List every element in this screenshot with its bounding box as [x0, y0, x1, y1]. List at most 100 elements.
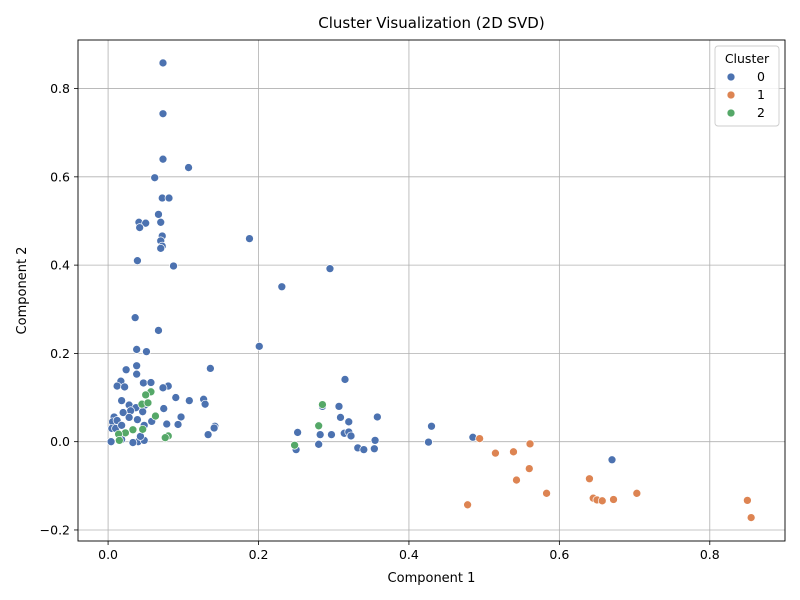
grid-lines: [78, 40, 785, 541]
data-point: [334, 402, 344, 411]
data-point: [124, 413, 134, 422]
data-point: [336, 413, 345, 422]
data-point: [254, 341, 264, 351]
x-tick-label: 0.2: [249, 547, 269, 562]
data-point: [150, 173, 160, 183]
data-point: [277, 282, 287, 292]
data-point: [327, 430, 336, 439]
data-point: [245, 234, 254, 243]
data-point: [372, 412, 382, 422]
data-point: [120, 382, 129, 392]
data-point: [138, 424, 148, 434]
data-point: [115, 436, 124, 445]
data-point: [325, 264, 335, 274]
data-point: [121, 365, 131, 375]
legend-title: Cluster: [725, 51, 770, 66]
data-point: [203, 430, 213, 439]
data-point: [173, 420, 183, 429]
legend-box: [714, 45, 780, 127]
data-point: [158, 154, 168, 164]
data-point: [164, 193, 174, 203]
data-point: [171, 393, 181, 402]
data-point: [132, 369, 142, 379]
x-axis-ticks: 0.0 0.2 0.4 0.6 0.8: [98, 541, 720, 562]
data-point: [156, 243, 166, 253]
data-point: [427, 421, 436, 431]
y-tick-label: 0.0: [50, 434, 70, 449]
data-point: [141, 390, 151, 400]
data-point: [151, 411, 160, 421]
data-point: [209, 423, 219, 433]
data-point: [206, 364, 215, 373]
legend-label-0: 0: [757, 69, 765, 84]
legend-marker-0: [726, 72, 736, 82]
data-point: [359, 445, 369, 454]
data-point: [130, 313, 140, 322]
data-point: [128, 438, 138, 447]
data-point: [315, 430, 325, 439]
data-point: [609, 495, 618, 504]
data-point: [143, 398, 153, 408]
data-point: [369, 444, 379, 454]
legend-marker-1: [726, 90, 736, 100]
data-point: [169, 261, 178, 271]
data-point: [293, 428, 302, 437]
data-point: [160, 433, 170, 443]
data-point: [463, 500, 472, 510]
series-0-points: [106, 58, 617, 465]
data-point: [346, 431, 356, 441]
y-tick-label: −0.2: [40, 522, 70, 537]
data-point: [142, 347, 151, 356]
data-point: [146, 378, 156, 387]
x-tick-label: 0.8: [700, 547, 720, 562]
data-point: [159, 404, 169, 413]
y-tick-label: 0.6: [50, 169, 70, 184]
data-point: [743, 496, 752, 505]
data-point: [128, 425, 138, 435]
data-point: [132, 361, 142, 371]
x-tick-label: 0.4: [399, 547, 419, 562]
data-point: [141, 218, 151, 228]
data-point: [475, 434, 484, 443]
data-point: [132, 345, 142, 354]
legend-marker-2: [726, 108, 736, 118]
data-point: [158, 58, 168, 68]
x-tick-label: 0.0: [98, 547, 118, 562]
x-axis-label: Component 1: [388, 571, 476, 586]
data-point: [154, 326, 163, 335]
y-tick-label: 0.8: [50, 81, 70, 96]
data-point: [632, 488, 642, 498]
data-point: [314, 439, 324, 449]
data-point: [154, 210, 163, 219]
data-point: [509, 447, 518, 457]
data-point: [184, 163, 193, 172]
y-axis-ticks: −0.2 0.0 0.2 0.4 0.6 0.8: [40, 81, 78, 537]
data-point: [524, 464, 534, 473]
data-point: [117, 396, 126, 405]
data-point: [200, 399, 210, 409]
chart-title: Cluster Visualization (2D SVD): [318, 14, 544, 32]
y-tick-label: 0.4: [50, 258, 70, 273]
data-point: [156, 217, 166, 227]
data-point: [314, 421, 324, 431]
data-point: [597, 496, 607, 506]
data-point: [318, 400, 327, 409]
data-point: [424, 437, 433, 447]
data-point: [585, 474, 594, 484]
legend: Cluster 0 1 2: [714, 45, 780, 127]
data-point: [106, 437, 116, 447]
data-point: [491, 448, 500, 458]
axes-frame: [77, 39, 786, 542]
data-point: [138, 407, 148, 417]
data-point: [176, 412, 186, 422]
y-axis-label: Component 2: [15, 247, 30, 335]
data-point: [290, 440, 299, 450]
data-point: [112, 381, 122, 391]
x-tick-label: 0.6: [549, 547, 569, 562]
data-points: [106, 58, 756, 522]
data-point: [162, 419, 172, 429]
series-2-points: [114, 387, 327, 450]
data-point: [542, 488, 551, 498]
